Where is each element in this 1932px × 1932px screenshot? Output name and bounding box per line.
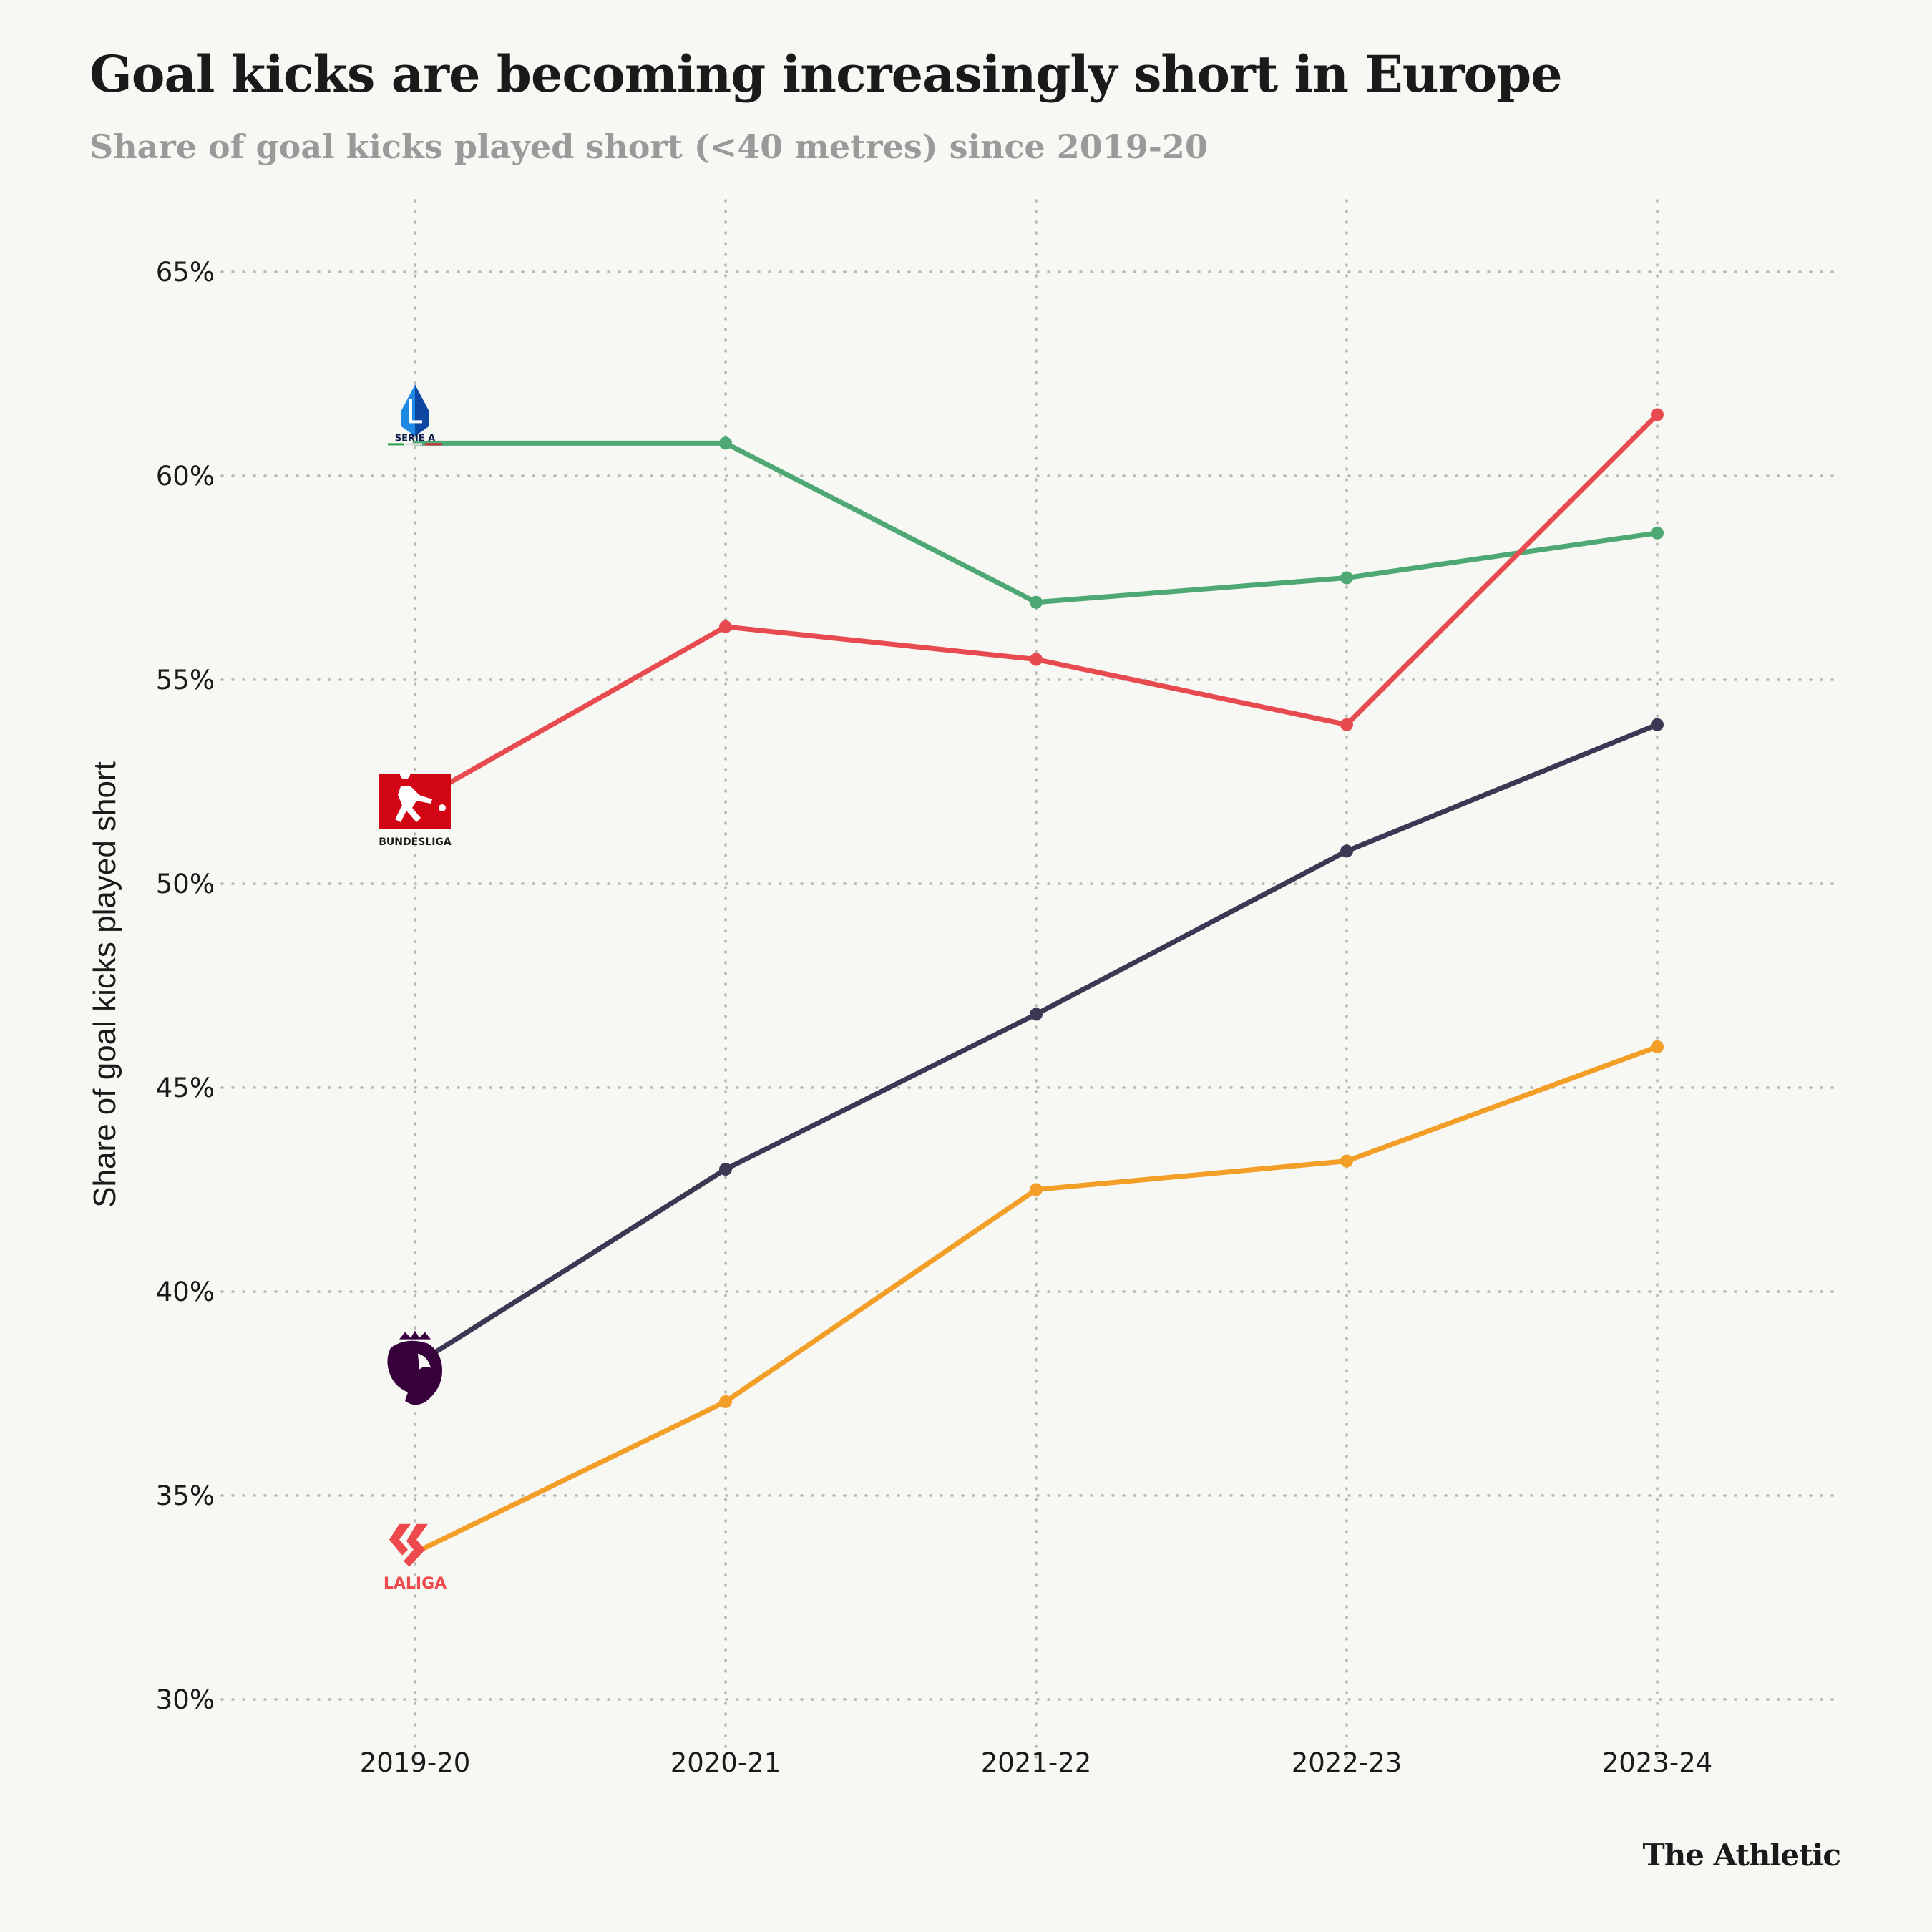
flag-green-icon (388, 443, 404, 446)
x-tick-label: 2023-24 (1602, 1747, 1713, 1778)
data-point-serie-a (719, 436, 732, 450)
premier-league-logo (387, 1330, 442, 1405)
y-tick-label: 30% (156, 1684, 215, 1715)
tick-layer: 30% 35% 40% 45% 50% 55% 60% 65% 2019-20 2020-21 20… (156, 257, 1713, 1778)
serie-a-logo: SERIE A (388, 384, 442, 446)
premier-league-eye-icon (418, 1353, 431, 1370)
data-point-premier-league (719, 1163, 732, 1176)
data-point-bundesliga (1651, 408, 1664, 421)
laliga-mark-right-icon (404, 1523, 428, 1567)
x-tick-label: 2021-22 (981, 1747, 1092, 1778)
series-layer (412, 408, 1664, 1556)
y-tick-label: 40% (156, 1277, 215, 1307)
data-point-premier-league (1651, 718, 1664, 731)
grid-layer (220, 199, 1840, 1769)
data-point-premier-league (1030, 1008, 1043, 1021)
chart-title: Goal kicks are becoming increasingly sho… (89, 44, 1563, 104)
data-point-serie-a (1030, 595, 1043, 609)
data-point-bundesliga (1340, 718, 1353, 731)
flag-white-icon (406, 443, 422, 446)
data-point-bundesliga (719, 620, 732, 633)
y-tick-label: 65% (156, 257, 215, 288)
bundesliga-player-icon (395, 769, 432, 822)
data-point-serie-a (1651, 526, 1664, 540)
data-point-laliga (1340, 1154, 1353, 1168)
x-tick-label: 2022-23 (1292, 1747, 1402, 1778)
data-point-premier-league (1340, 844, 1353, 858)
y-tick-label: 50% (156, 869, 215, 899)
premier-league-crown-icon (399, 1330, 431, 1340)
data-point-bundesliga (1030, 653, 1043, 666)
publisher-credit: The Athletic (1642, 1838, 1841, 1873)
series-line-premier-league (412, 722, 1660, 1368)
data-point-laliga (1030, 1183, 1043, 1196)
laliga-logo: LALIGA (384, 1523, 447, 1593)
y-tick-label: 35% (156, 1480, 215, 1511)
x-tick-label: 2019-20 (360, 1747, 471, 1778)
data-point-laliga (719, 1395, 732, 1408)
bundesliga-logo-text: BUNDESLIGA (379, 836, 452, 848)
y-tick-label: 55% (156, 665, 215, 696)
serie-a-shield-shade-icon (415, 384, 429, 436)
chart-subtitle: Share of goal kicks played short (<40 me… (89, 127, 1208, 166)
premier-league-lion-icon (387, 1340, 442, 1405)
logo-layer: SERIE A BUNDESLIGA LALIGA (379, 384, 452, 1593)
y-tick-label: 45% (156, 1073, 215, 1103)
serie-a-logo-text: SERIE A (395, 433, 436, 444)
flag-red-icon (425, 443, 442, 446)
bundesliga-logo: BUNDESLIGA (379, 769, 452, 848)
x-tick-label: 2020-21 (670, 1747, 781, 1778)
data-point-laliga (1651, 1040, 1664, 1053)
laliga-mark-left-icon (389, 1523, 411, 1556)
bundesliga-ball-icon (439, 804, 446, 811)
serie-a-mark-icon (409, 399, 422, 424)
y-tick-label: 60% (156, 461, 215, 492)
laliga-logo-text: LALIGA (384, 1575, 447, 1593)
data-point-serie-a (1340, 571, 1353, 585)
